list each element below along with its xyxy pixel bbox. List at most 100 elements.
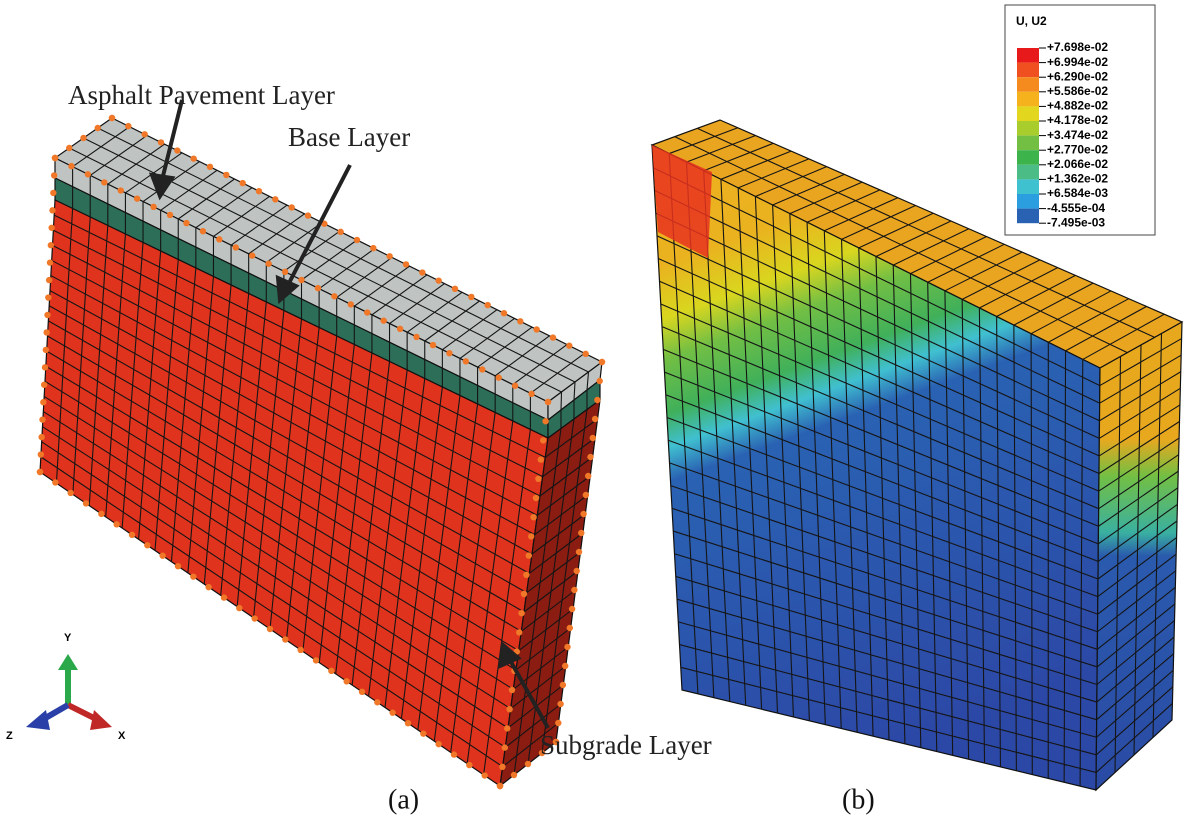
bc-marker xyxy=(98,511,104,517)
bc-marker xyxy=(205,584,211,590)
bc-marker xyxy=(484,302,490,308)
bc-marker xyxy=(403,261,409,267)
bc-marker xyxy=(158,139,164,145)
bc-marker xyxy=(38,451,44,457)
bc-marker xyxy=(597,378,603,384)
legend: U, U2 +7.698e-02+6.994e-02+6.290e-02+5.5… xyxy=(1005,5,1155,235)
legend-swatch xyxy=(1017,194,1039,209)
bc-marker xyxy=(101,179,107,185)
mesh-a xyxy=(37,115,605,789)
bc-marker xyxy=(43,329,49,335)
bc-marker xyxy=(113,521,119,527)
bc-marker xyxy=(405,720,411,726)
bc-marker xyxy=(207,164,213,170)
bc-marker xyxy=(506,706,512,712)
legend-label: +7.698e-02 xyxy=(1047,40,1108,54)
bc-marker xyxy=(525,761,531,767)
figure: Asphalt Pavement Layer Base Layer Subgra… xyxy=(0,0,1188,829)
bc-marker xyxy=(118,187,124,193)
bc-marker xyxy=(41,382,47,388)
bc-marker xyxy=(80,135,86,141)
bc-marker xyxy=(499,764,505,770)
bc-marker xyxy=(354,237,360,243)
bc-marker xyxy=(555,720,561,726)
bc-marker xyxy=(167,212,173,218)
legend-swatch xyxy=(1017,150,1039,165)
bc-marker xyxy=(452,286,458,292)
bc-marker xyxy=(297,647,303,653)
bc-marker xyxy=(38,434,44,440)
bc-marker xyxy=(52,155,58,161)
caption: (b) xyxy=(842,784,875,815)
bc-marker xyxy=(190,573,196,579)
bc-marker xyxy=(518,610,524,616)
bc-marker xyxy=(526,552,532,558)
bc-marker xyxy=(533,326,539,332)
bc-marker xyxy=(256,188,262,194)
bc-marker xyxy=(430,342,436,348)
bc-marker xyxy=(389,710,395,716)
bc-marker xyxy=(45,294,51,300)
bc-marker xyxy=(134,195,140,201)
bc-marker xyxy=(288,204,294,210)
bc-marker xyxy=(44,312,50,318)
legend-label: -7.495e-03 xyxy=(1047,215,1105,229)
bc-marker xyxy=(364,309,370,315)
caption: (a) xyxy=(388,784,419,815)
bc-marker xyxy=(125,123,131,129)
bc-marker xyxy=(331,293,337,299)
bc-marker xyxy=(265,261,271,267)
bc-marker xyxy=(420,730,426,736)
legend-label: -4.555e-04 xyxy=(1047,201,1105,215)
axis-label: Y xyxy=(64,632,72,644)
bc-marker xyxy=(583,492,589,498)
bc-marker xyxy=(496,374,502,380)
legend-swatch xyxy=(1017,121,1039,136)
bc-marker xyxy=(538,456,544,462)
bc-marker xyxy=(574,568,580,574)
bc-marker xyxy=(216,236,222,242)
legend-swatch xyxy=(1017,106,1039,121)
bc-marker xyxy=(50,190,56,196)
bc-marker xyxy=(46,277,52,283)
legend-label: +1.362e-02 xyxy=(1047,172,1108,186)
legend-swatch xyxy=(1017,92,1039,107)
bc-marker xyxy=(374,699,380,705)
bc-marker xyxy=(497,783,503,789)
axis-triad: Y X Z xyxy=(6,632,126,742)
bc-marker xyxy=(40,399,46,405)
bc-marker xyxy=(413,334,419,340)
bc-marker xyxy=(502,744,508,750)
bc-marker xyxy=(233,244,239,250)
annotation: Base Layer xyxy=(288,122,410,152)
bc-marker xyxy=(141,131,147,137)
bc-marker xyxy=(67,490,73,496)
bc-marker xyxy=(43,347,49,353)
bc-marker xyxy=(528,391,534,397)
legend-label: +4.178e-02 xyxy=(1047,113,1108,127)
bc-marker xyxy=(557,701,563,707)
bc-marker xyxy=(516,629,522,635)
bc-marker xyxy=(328,668,334,674)
bc-marker xyxy=(174,147,180,153)
bc-marker xyxy=(282,636,288,642)
bc-marker xyxy=(221,594,227,600)
bc-marker xyxy=(315,285,321,291)
axis-label: Z xyxy=(6,730,13,742)
bc-marker xyxy=(337,229,343,235)
bc-marker xyxy=(435,277,441,283)
bc-marker xyxy=(95,125,101,131)
bc-marker xyxy=(511,772,517,778)
legend-label: +2.066e-02 xyxy=(1047,157,1108,171)
bc-marker xyxy=(512,383,518,389)
bc-marker xyxy=(501,310,507,316)
bc-marker xyxy=(564,644,570,650)
legend-swatch xyxy=(1017,179,1039,194)
bc-marker xyxy=(479,366,485,372)
bc-marker xyxy=(51,172,57,178)
bc-marker xyxy=(540,437,546,443)
legend-swatch xyxy=(1017,136,1039,151)
bc-marker xyxy=(282,269,288,275)
bc-marker xyxy=(175,563,181,569)
side-face xyxy=(1096,322,1182,790)
